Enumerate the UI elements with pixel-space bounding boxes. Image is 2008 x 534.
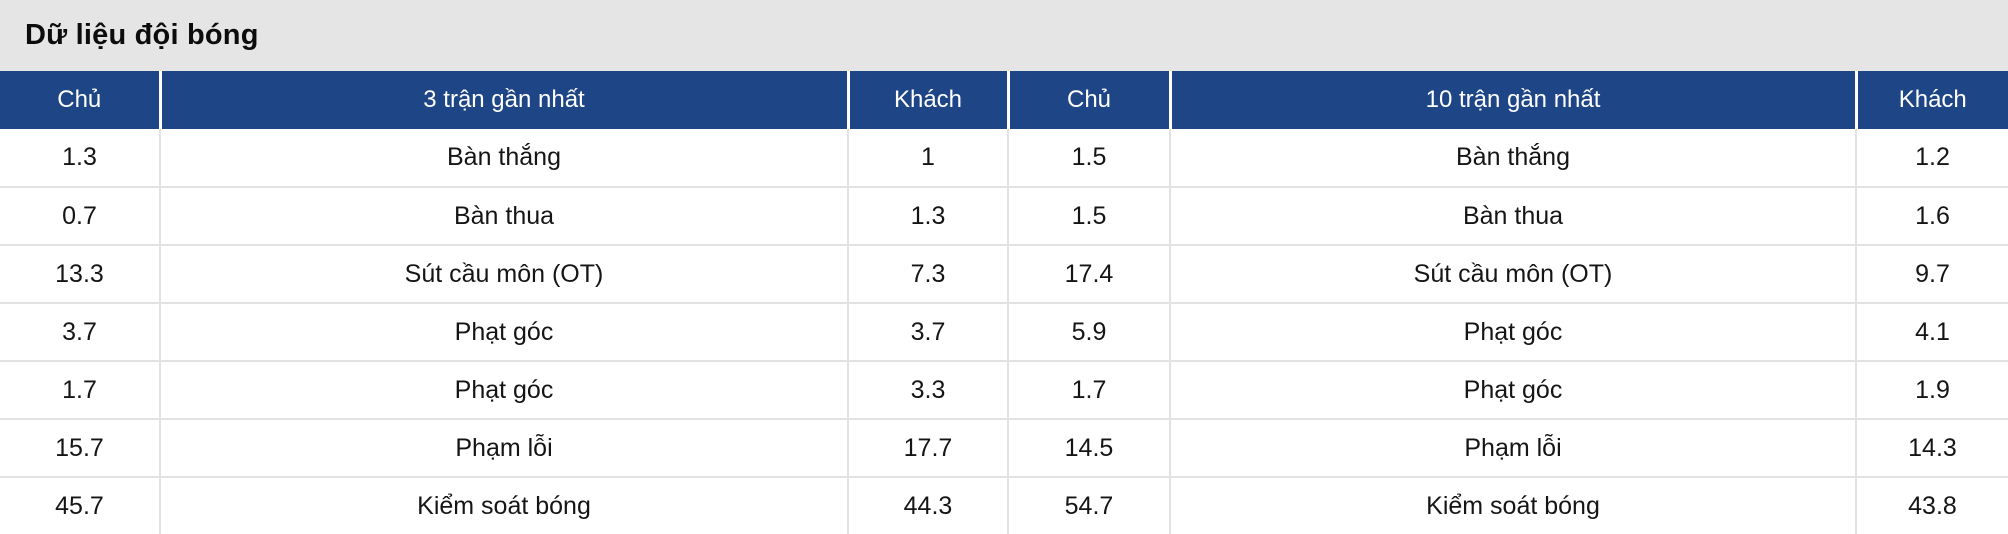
header-cell-away-last10: Khách <box>1854 71 2008 129</box>
table-row: 45.7 Kiểm soát bóng 44.3 54.7 Kiểm soát … <box>0 476 2008 534</box>
cell-home-value-last3: 1.3 <box>0 129 160 187</box>
cell-stat-label-last10: Phạt góc <box>1169 302 1856 361</box>
cell-home-value-last10: 17.4 <box>1007 244 1170 303</box>
cell-away-value-last3: 1 <box>847 129 1008 187</box>
cell-home-value-last10: 1.7 <box>1007 360 1170 419</box>
cell-home-value-last10: 14.5 <box>1007 418 1170 477</box>
table-row: 15.7 Phạm lỗi 17.7 14.5 Phạm lỗi 14.3 <box>0 418 2008 477</box>
cell-away-value-last3: 3.3 <box>847 360 1008 419</box>
cell-home-value-last3: 45.7 <box>0 476 160 534</box>
cell-away-value-last10: 4.1 <box>1855 302 2008 361</box>
table-row: 0.7 Bàn thua 1.3 1.5 Bàn thua 1.6 <box>0 186 2008 245</box>
cell-away-value-last3: 3.7 <box>847 302 1008 361</box>
cell-stat-label-last3: Bàn thắng <box>159 129 848 187</box>
table-row: 13.3 Sút cầu môn (OT) 7.3 17.4 Sút cầu m… <box>0 244 2008 303</box>
header-cell-away-last3: Khách <box>846 71 1008 129</box>
cell-away-value-last10: 1.2 <box>1855 129 2008 187</box>
table-row: 1.3 Bàn thắng 1 1.5 Bàn thắng 1.2 <box>0 129 2008 187</box>
header-cell-stat-last10: 10 trận gần nhất <box>1168 71 1856 129</box>
cell-home-value-last10: 1.5 <box>1007 186 1170 245</box>
cell-home-value-last10: 54.7 <box>1007 476 1170 534</box>
team-data-table: Chủ 3 trận gần nhất Khách Chủ 10 trận gầ… <box>0 71 2008 534</box>
cell-home-value-last10: 1.5 <box>1007 129 1170 187</box>
table-header: Chủ 3 trận gần nhất Khách Chủ 10 trận gầ… <box>0 71 2008 129</box>
title-band: Dữ liệu đội bóng <box>0 0 2008 71</box>
cell-away-value-last10: 1.6 <box>1855 186 2008 245</box>
cell-stat-label-last10: Kiểm soát bóng <box>1169 476 1856 534</box>
cell-stat-label-last10: Bàn thua <box>1169 186 1856 245</box>
header-cell-home-last3: Chủ <box>0 71 160 129</box>
table-row: 3.7 Phạt góc 3.7 5.9 Phạt góc 4.1 <box>0 302 2008 361</box>
cell-away-value-last3: 7.3 <box>847 244 1008 303</box>
header-row: Chủ 3 trận gần nhất Khách Chủ 10 trận gầ… <box>0 71 2008 129</box>
cell-away-value-last3: 44.3 <box>847 476 1008 534</box>
page-title: Dữ liệu đội bóng <box>25 19 259 51</box>
header-cell-stat-last3: 3 trận gần nhất <box>158 71 848 129</box>
cell-stat-label-last10: Phạm lỗi <box>1169 418 1856 477</box>
cell-away-value-last3: 1.3 <box>847 186 1008 245</box>
table-row: 1.7 Phạt góc 3.3 1.7 Phạt góc 1.9 <box>0 360 2008 419</box>
cell-stat-label-last3: Phạt góc <box>159 302 848 361</box>
cell-stat-label-last3: Kiểm soát bóng <box>159 476 848 534</box>
cell-stat-label-last10: Phạt góc <box>1169 360 1856 419</box>
cell-home-value-last3: 15.7 <box>0 418 160 477</box>
cell-home-value-last3: 3.7 <box>0 302 160 361</box>
table-body: 1.3 Bàn thắng 1 1.5 Bàn thắng 1.2 0.7 Bà… <box>0 129 2008 534</box>
cell-home-value-last3: 1.7 <box>0 360 160 419</box>
cell-home-value-last10: 5.9 <box>1007 302 1170 361</box>
cell-away-value-last3: 17.7 <box>847 418 1008 477</box>
cell-away-value-last10: 14.3 <box>1855 418 2008 477</box>
cell-home-value-last3: 0.7 <box>0 186 160 245</box>
cell-away-value-last10: 9.7 <box>1855 244 2008 303</box>
cell-away-value-last10: 1.9 <box>1855 360 2008 419</box>
cell-away-value-last10: 43.8 <box>1855 476 2008 534</box>
cell-stat-label-last3: Phạt góc <box>159 360 848 419</box>
cell-stat-label-last3: Bàn thua <box>159 186 848 245</box>
cell-home-value-last3: 13.3 <box>0 244 160 303</box>
cell-stat-label-last10: Bàn thắng <box>1169 129 1856 187</box>
cell-stat-label-last3: Sút cầu môn (OT) <box>159 244 848 303</box>
header-cell-home-last10: Chủ <box>1006 71 1170 129</box>
cell-stat-label-last3: Phạm lỗi <box>159 418 848 477</box>
cell-stat-label-last10: Sút cầu môn (OT) <box>1169 244 1856 303</box>
